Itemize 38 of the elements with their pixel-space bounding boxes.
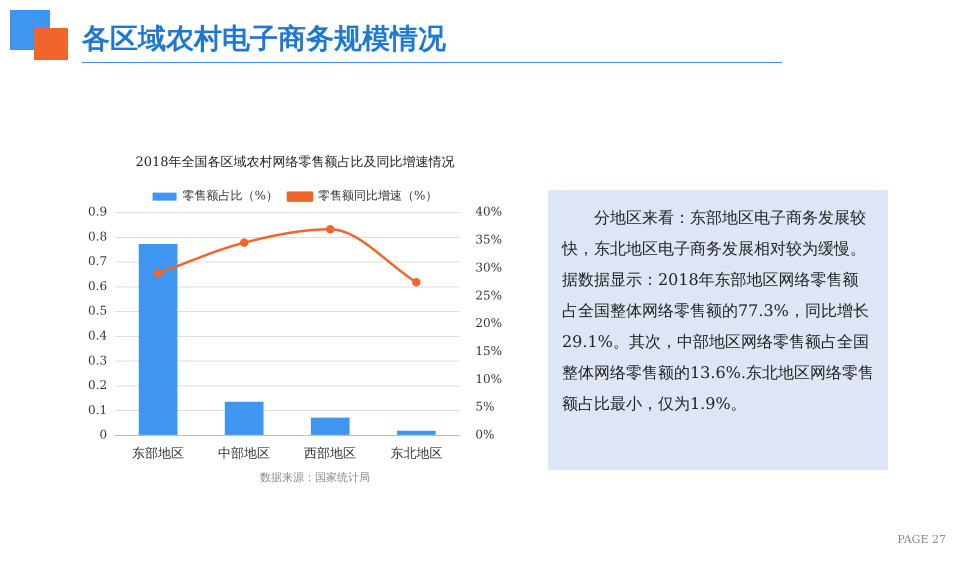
bar	[224, 402, 264, 435]
text: PAGE 27	[897, 533, 946, 546]
y-tick-label: 0.3	[88, 353, 108, 368]
y-tick-label: 0.4	[88, 328, 108, 343]
point	[412, 278, 421, 286]
y2-tick-label: 30%	[475, 260, 502, 274]
chart-subtitle: 2018年全国各区域农村网络零售额占比及同比增速情况	[135, 155, 455, 170]
y2-tick-label: 40%	[475, 204, 502, 219]
x-tick-label: 东部地区	[132, 446, 184, 462]
y2-tick-label: 5%	[475, 400, 494, 414]
y-tick-label: 0.1	[88, 402, 108, 417]
y-tick-label: 0.2	[88, 378, 108, 392]
point	[154, 269, 162, 278]
y2-tick-label: 10%	[475, 372, 502, 386]
point	[240, 238, 248, 247]
y-tick-label: 0.9	[88, 204, 108, 219]
source-note: 数据来源：国家统计局	[259, 470, 371, 485]
y2-tick-label: 35%	[475, 232, 502, 247]
bar	[310, 418, 350, 435]
y2-tick-label: 25%	[475, 288, 502, 302]
text: 分地区来看：东部地区电子商务发展较快，东北地区电子商务发展相对较为缓慢。据数据显示：2018年东部地区网络零售额占全国整体网络零售额的77.3%，同比增长29.1%。其次，中部地区网络零售额占全国整体网络零售额的13.6%.东北地区网络零售额占比最小，仅为1.9%。	[548, 190, 888, 470]
x-tick-label: 东北地区	[390, 446, 442, 462]
point	[326, 225, 334, 234]
legend-label: 零售额同比增速（%）	[318, 188, 438, 203]
chart-title: 各区域农村电子商务规模情况	[82, 21, 446, 57]
bar	[138, 244, 178, 435]
y-tick-label: 0.6	[88, 278, 108, 293]
y-tick-label: 0.7	[88, 254, 108, 268]
y-tick-label: 0	[99, 428, 108, 442]
y2-tick-label: 20%	[475, 316, 502, 330]
y2-tick-label: 15%	[475, 344, 502, 358]
y2-tick-label: 0%	[475, 428, 494, 442]
y-tick-label: 0.5	[88, 304, 108, 318]
y-tick-label: 0.8	[88, 229, 108, 244]
x-tick-label: 西部地区	[304, 446, 356, 462]
legend-label: 零售额占比（%）	[182, 188, 278, 203]
x-tick-label: 中部地区	[218, 446, 270, 462]
bar	[396, 430, 436, 435]
